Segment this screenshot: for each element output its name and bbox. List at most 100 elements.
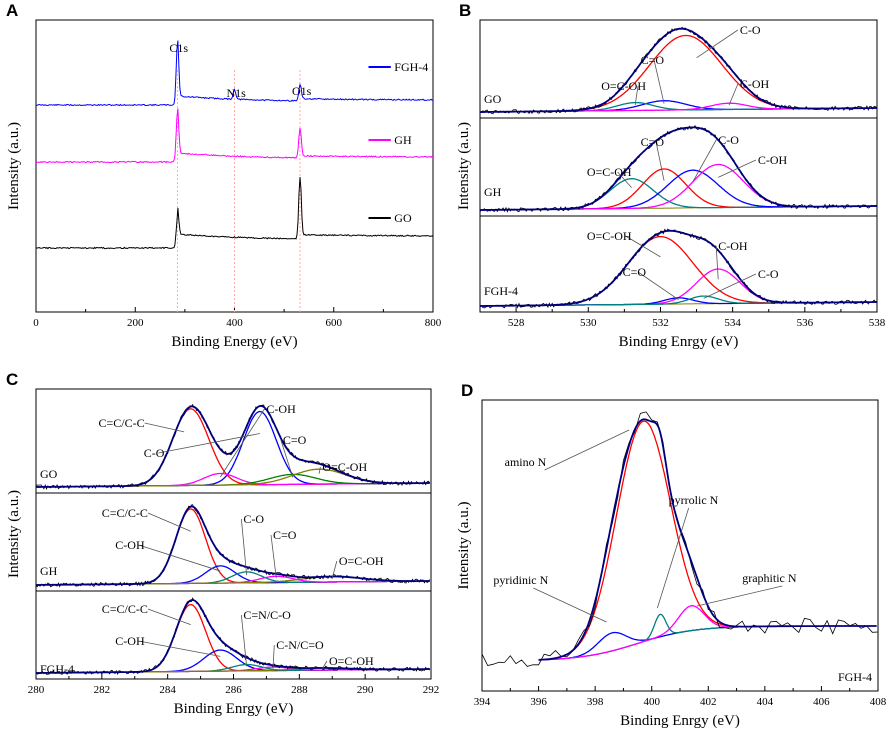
component-label: C-N/C=O xyxy=(276,638,324,652)
annotation-arrow xyxy=(637,271,679,301)
component-label: C-OH xyxy=(266,402,296,416)
x-tick-label: 400 xyxy=(226,317,243,329)
x-axis-title: Binding Enrgy (eV) xyxy=(620,713,740,729)
component-label: C-O xyxy=(740,23,761,37)
component-curve xyxy=(36,508,430,586)
x-tick-label: 536 xyxy=(797,317,814,329)
x-tick-label: 0 xyxy=(33,317,39,329)
component-curve xyxy=(36,408,430,488)
series-line-gh xyxy=(35,108,434,164)
peak-label: O1s xyxy=(292,84,312,98)
annotation-arrow xyxy=(158,433,260,454)
peak-label: N1s xyxy=(227,86,247,100)
component-label: pyridinic N xyxy=(493,573,548,587)
y-axis-title: Intensity (a.u.) xyxy=(6,122,22,210)
sample-label: FGH-4 xyxy=(838,670,872,684)
fit-envelope xyxy=(36,404,430,488)
x-tick-label: 538 xyxy=(869,317,886,329)
annotation-arrow xyxy=(692,139,717,182)
fit-envelope xyxy=(36,599,430,674)
annotation-arrow xyxy=(544,429,630,471)
component-label: C-OH xyxy=(718,239,748,253)
x-axis-title: Binding Enrgy (eV) xyxy=(174,701,294,717)
y-axis-title: Intensity (a.u.) xyxy=(456,502,472,590)
component-curve xyxy=(538,613,793,661)
raw-spectrum xyxy=(479,26,878,115)
fit-envelope xyxy=(480,126,877,211)
component-label: C=N/C-O xyxy=(243,608,291,622)
legend-label: GO xyxy=(394,211,412,225)
panel-b: B 528 530 532 534 536 538 Binding Enrgy (eV) Int… xyxy=(456,1,886,350)
component-label: graphitic N xyxy=(742,571,797,585)
component-label: C=O xyxy=(623,265,647,279)
x-tick-label: 534 xyxy=(724,317,741,329)
component-label: C=O xyxy=(283,433,307,447)
sample-label: FGH-4 xyxy=(484,284,518,298)
component-label: C-O xyxy=(718,133,739,147)
annotation-arrow xyxy=(272,644,275,669)
x-tick-label: 280 xyxy=(28,684,45,696)
component-label: O=C-OH xyxy=(329,654,374,668)
annotation-arrow xyxy=(703,273,757,299)
annotation-arrow xyxy=(322,660,328,669)
annotation-arrow xyxy=(718,159,757,178)
sample-label: FGH-4 xyxy=(40,662,74,676)
baseline xyxy=(566,625,877,659)
component-label: C-OH xyxy=(115,538,145,552)
x-tick-label: 290 xyxy=(357,684,374,696)
component-curve xyxy=(480,268,877,307)
x-tick-label: 600 xyxy=(326,317,343,329)
legend-label: FGH-4 xyxy=(394,60,428,74)
component-curve xyxy=(538,605,793,661)
x-tick-label: 282 xyxy=(94,684,111,696)
x-tick-label: 292 xyxy=(423,684,440,696)
raw-spectrum xyxy=(479,228,878,309)
series-line-fgh-4 xyxy=(35,40,434,107)
x-tick-label: 396 xyxy=(530,696,547,708)
raw-spectrum xyxy=(35,504,431,588)
component-label: amino N xyxy=(505,455,547,469)
annotation-arrow xyxy=(634,85,639,106)
component-label: C-O xyxy=(144,446,165,460)
component-label: C=C/C-C xyxy=(102,602,148,616)
annotation-arrow xyxy=(280,439,294,478)
x-tick-label: 398 xyxy=(587,696,604,708)
annotation-arrow xyxy=(147,608,191,625)
annotation-arrow xyxy=(240,518,248,576)
sample-label: GO xyxy=(484,92,502,106)
panel-d: D 394 396 398 400 402 404 406 408 Binding Enrgy (… xyxy=(456,381,887,729)
x-tick-label: 200 xyxy=(127,317,144,329)
panel-c: C 280 282 284 286 288 290 292 Binding Enrgy (eV)… xyxy=(6,370,439,717)
component-label: C=O xyxy=(273,528,297,542)
annotation-arrow xyxy=(653,59,665,104)
series-line-go xyxy=(35,177,434,250)
annotation-arrow xyxy=(219,408,265,478)
component-label: O=C-OH xyxy=(601,79,646,93)
annotation-arrow xyxy=(696,585,783,607)
component-label: C-OH xyxy=(740,77,770,91)
annotation-arrow xyxy=(617,171,632,188)
raw-spectrum xyxy=(481,411,879,667)
annotation-arrow xyxy=(655,141,665,181)
raw-spectrum xyxy=(479,125,878,213)
x-tick-label: 288 xyxy=(291,684,308,696)
component-label: C-O xyxy=(758,267,779,281)
x-tick-label: 408 xyxy=(870,696,887,708)
annotation-arrow xyxy=(656,507,690,609)
annotation-arrow xyxy=(625,235,661,258)
component-label: C-OH xyxy=(115,634,145,648)
x-tick-label: 404 xyxy=(757,696,774,708)
fit-envelope xyxy=(480,229,877,307)
x-tick-label: 400 xyxy=(643,696,660,708)
annotation-arrow xyxy=(147,512,191,532)
component-label: O=C-OH xyxy=(587,165,632,179)
component-label: C-O xyxy=(243,512,264,526)
annotation-arrow xyxy=(240,614,248,667)
panel-letter: D xyxy=(461,381,473,400)
component-label: O=C-OH xyxy=(322,460,367,474)
component-curve xyxy=(480,169,877,211)
panel-letter: C xyxy=(6,370,18,389)
sample-label: GH xyxy=(40,564,58,578)
plot-frame xyxy=(35,388,432,680)
